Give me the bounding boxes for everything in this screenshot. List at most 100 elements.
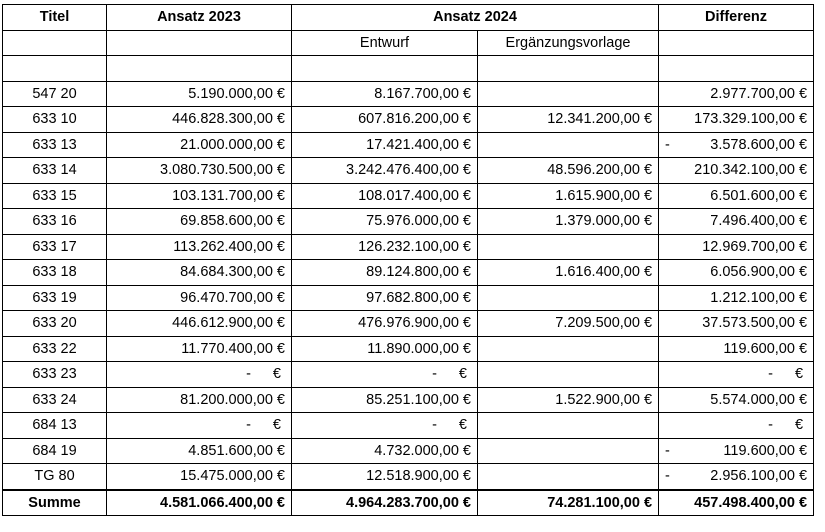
titel-cell: TG 80 [2, 463, 107, 490]
header-ansatz-2023: Ansatz 2023 [106, 4, 292, 31]
entwurf-cell: 8.167.700,00 € [291, 80, 478, 107]
entwurf-cell: - € [291, 361, 478, 388]
titel-cell: 633 10 [2, 106, 107, 133]
table-row: 633 22 11.770.400,00 €11.890.000,00 € 119.… [2, 335, 815, 362]
titel-cell: 633 15 [2, 182, 107, 209]
table-row: 633 18 84.684.300,00 €89.124.800,00 €1.61… [2, 259, 815, 286]
titel-cell: 633 16 [2, 208, 107, 235]
euro-sign: € [794, 417, 804, 434]
a2023-cell: 4.851.600,00 € [106, 437, 292, 464]
erg-cell: 48.596.200,00 € [476, 157, 660, 184]
table-row: 684 13- € - € - € [2, 412, 815, 439]
table-row: 633 20 446.612.900,00 €476.976.900,00 €7.… [2, 310, 815, 337]
titel-cell: 633 19 [2, 284, 107, 311]
spacer-row [2, 55, 815, 82]
entwurf-cell: 97.682.800,00 € [291, 284, 478, 311]
diff-cell: 12.969.700,00 € [658, 233, 815, 260]
spacer-cell [2, 55, 107, 82]
erg-cell: 1.522.900,00 € [476, 386, 660, 413]
summe-diff-cell: 457.498.400,00 € [658, 488, 815, 516]
titel-cell: 684 13 [2, 412, 107, 439]
entwurf-cell: 4.732.000,00 € [291, 437, 478, 464]
minus-sign: - [665, 136, 670, 153]
table-row: 633 19 96.470.700,00 €97.682.800,00 € 1.21… [2, 284, 815, 311]
summe-row: Summe 4.581.066.400,00 €4.964.283.700,00 … [2, 488, 815, 516]
entwurf-cell: 126.232.100,00 € [291, 233, 478, 260]
table-row: 633 10 446.828.300,00 €607.816.200,00 €12… [2, 106, 815, 133]
zero-dash: - [246, 417, 251, 434]
diff-cell: - 3.578.600,00 € [658, 131, 815, 158]
erg-cell [476, 131, 660, 158]
table-row: 633 15 103.131.700,00 €108.017.400,00 €1.… [2, 182, 815, 209]
diff-cell: 37.573.500,00 € [658, 310, 815, 337]
table-row: 684 19 4.851.600,00 €4.732.000,00 € - 119.6… [2, 437, 815, 464]
budget-table: Titel Ansatz 2023 Ansatz 2024 Differenz … [2, 4, 815, 516]
euro-sign: € [272, 417, 281, 434]
erg-cell [476, 463, 660, 490]
diff-cell: 7.496.400,00 € [658, 208, 815, 235]
titel-cell: 633 23 [2, 361, 107, 388]
a2023-cell: 11.770.400,00 € [106, 335, 292, 362]
a2023-cell: 96.470.700,00 € [106, 284, 292, 311]
titel-cell: 547 20 [2, 80, 107, 107]
table-row: 633 16 69.858.600,00 €75.976.000,00 €1.37… [2, 208, 815, 235]
titel-cell: 633 24 [2, 386, 107, 413]
diff-cell: - 2.956.100,00 € [658, 463, 815, 490]
negative-value: - 3.578.600,00 € [665, 137, 807, 153]
diff-cell: - 119.600,00 € [658, 437, 815, 464]
minus-sign: - [665, 442, 670, 459]
header-titel: Titel [2, 4, 107, 31]
entwurf-cell: 476.976.900,00 € [291, 310, 478, 337]
erg-cell [476, 361, 660, 388]
a2023-cell: 103.131.700,00 € [106, 182, 292, 209]
table-row: 633 14 3.080.730.500,00 €3.242.476.400,00… [2, 157, 815, 184]
zero-dash: - [432, 417, 437, 434]
subheader-ergaenzungsvorlage: Ergänzungsvorlage [476, 29, 660, 56]
a2023-cell: 5.190.000,00 € [106, 80, 292, 107]
table-row: 547 20 5.190.000,00 €8.167.700,00 € 2.977.… [2, 80, 815, 107]
erg-cell [476, 437, 660, 464]
erg-cell: 1.379.000,00 € [476, 208, 660, 235]
diff-cell: 6.056.900,00 € [658, 259, 815, 286]
entwurf-cell: - € [291, 412, 478, 439]
minus-sign: - [665, 468, 670, 485]
diff-value: 119.600,00 € [723, 442, 808, 459]
euro-sign: € [458, 366, 467, 383]
entwurf-cell: 12.518.900,00 € [291, 463, 478, 490]
euro-sign: € [458, 417, 467, 434]
summe-a2023-cell: 4.581.066.400,00 € [106, 488, 292, 516]
erg-cell [476, 233, 660, 260]
erg-cell: 1.615.900,00 € [476, 182, 660, 209]
a2023-cell: 21.000.000,00 € [106, 131, 292, 158]
diff-value: 3.578.600,00 € [710, 136, 808, 153]
diff-cell: 210.342.100,00 € [658, 157, 815, 184]
a2023-cell: 3.080.730.500,00 € [106, 157, 292, 184]
subheader-row: Entwurf Ergänzungsvorlage [2, 29, 815, 56]
entwurf-cell: 108.017.400,00 € [291, 182, 478, 209]
diff-cell: - € [658, 361, 815, 388]
titel-cell: 633 13 [2, 131, 107, 158]
diff-cell: 6.501.600,00 € [658, 182, 815, 209]
titel-cell: 633 18 [2, 259, 107, 286]
diff-cell: 5.574.000,00 € [658, 386, 815, 413]
titel-cell: 633 14 [2, 157, 107, 184]
a2023-cell: 446.612.900,00 € [106, 310, 292, 337]
zero-dash: - [768, 366, 773, 383]
spacer-cell [106, 55, 292, 82]
a2023-cell: - € [106, 412, 292, 439]
titel-cell: 633 22 [2, 335, 107, 362]
zero-dash: - [768, 417, 773, 434]
titel-cell: 633 17 [2, 233, 107, 260]
entwurf-cell: 11.890.000,00 € [291, 335, 478, 362]
a2023-cell: - € [106, 361, 292, 388]
diff-cell: 1.212.100,00 € [658, 284, 815, 311]
table-row: 633 13 21.000.000,00 €17.421.400,00 € - 3.5… [2, 131, 815, 158]
erg-cell: 12.341.200,00 € [476, 106, 660, 133]
table-row: 633 24 81.200.000,00 €85.251.100,00 €1.52… [2, 386, 815, 413]
summe-entwurf-cell: 4.964.283.700,00 € [291, 488, 478, 516]
diff-cell: 173.329.100,00 € [658, 106, 815, 133]
a2023-cell: 84.684.300,00 € [106, 259, 292, 286]
table-row: TG 80 15.475.000,00 €12.518.900,00 € - 2.95… [2, 463, 815, 490]
summe-titel-cell: Summe [2, 488, 107, 516]
zero-dash: - [246, 366, 251, 383]
